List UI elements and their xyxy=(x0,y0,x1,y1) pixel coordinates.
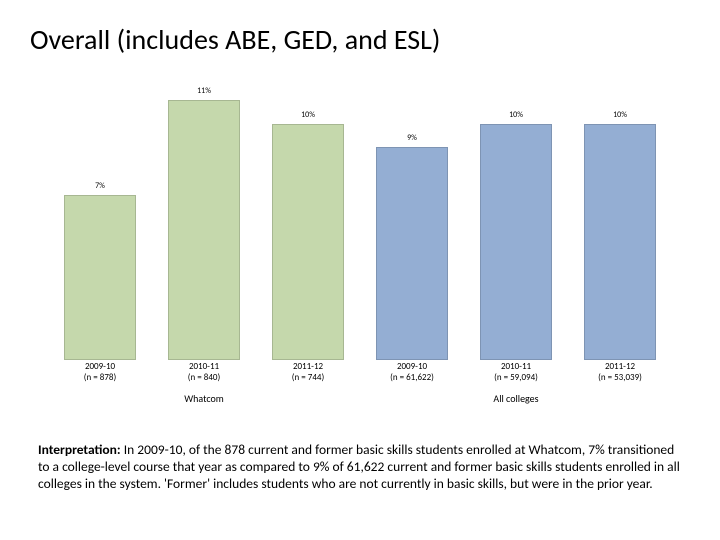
bar-rect xyxy=(168,100,240,360)
bar-value-label: 10% xyxy=(480,110,552,120)
bar-rect xyxy=(64,195,136,360)
chart-plot: 7% 11% 10% 9% 10% 10% xyxy=(50,100,670,360)
bar-chart: 7% 11% 10% 9% 10% 10% 2009-10(n = 878) 2010-11… xyxy=(50,100,670,420)
x-axis-label-4: 2010-11(n = 59,094) xyxy=(471,362,561,384)
bar-0: 7% xyxy=(64,195,136,360)
bar-3: 9% xyxy=(376,147,448,360)
x-axis-label-1: 2010-11(n = 840) xyxy=(159,362,249,384)
bar-rect xyxy=(480,124,552,360)
interpretation-text: Interpretation: In 2009-10, of the 878 c… xyxy=(38,442,686,493)
page-title: Overall (includes ABE, GED, and ESL) xyxy=(30,22,440,57)
bar-rect xyxy=(584,124,656,360)
x-axis-label-5: 2011-12(n = 53,039) xyxy=(575,362,665,384)
x-axis-label-3: 2009-10(n = 61,622) xyxy=(367,362,457,384)
bar-2: 10% xyxy=(272,124,344,360)
group-label-0: Whatcom xyxy=(64,392,344,405)
interpretation-label: Interpretation: xyxy=(38,441,121,458)
slide: Overall (includes ABE, GED, and ESL) 7%1… xyxy=(0,0,720,540)
bar-value-label: 10% xyxy=(272,110,344,120)
bar-1: 11% xyxy=(168,100,240,360)
bar-value-label: 7% xyxy=(64,181,136,191)
bar-rect xyxy=(376,147,448,360)
bar-value-label: 10% xyxy=(584,110,656,120)
bar-value-label: 11% xyxy=(168,86,240,96)
bar-rect xyxy=(272,124,344,360)
bar-5: 10% xyxy=(584,124,656,360)
group-label-1: All colleges xyxy=(376,392,656,405)
interpretation-body: In 2009-10, of the 878 current and forme… xyxy=(38,441,680,492)
x-axis-label-2: 2011-12(n = 744) xyxy=(263,362,353,384)
x-axis-label-0: 2009-10(n = 878) xyxy=(55,362,145,384)
bar-4: 10% xyxy=(480,124,552,360)
bar-value-label: 9% xyxy=(376,133,448,143)
